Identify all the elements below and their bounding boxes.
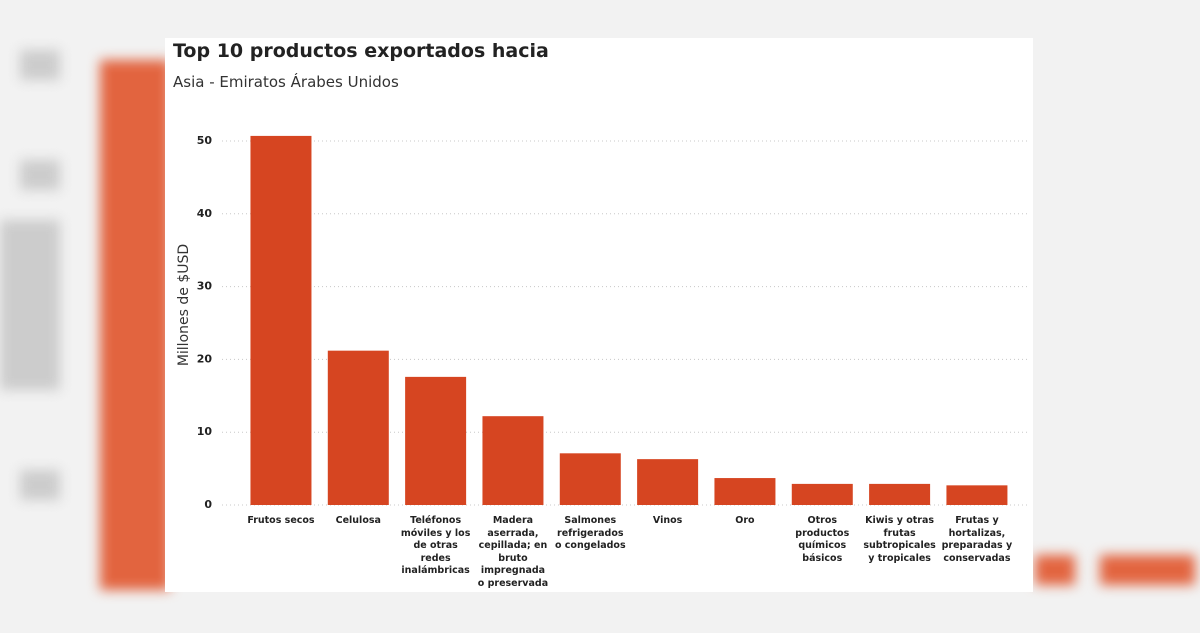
background-bar — [100, 60, 170, 590]
y-tick-label: 50 — [197, 134, 213, 147]
chart-subtitle: Asia - Emiratos Árabes Unidos — [173, 73, 399, 91]
x-tick-label: Frutas y hortalizas, preparadas y conser… — [941, 515, 1013, 564]
x-tick-label: Madera aserrada, cepillada; en bruto imp… — [477, 515, 549, 589]
bar — [327, 350, 389, 505]
y-tick-label: 40 — [197, 207, 213, 220]
background-bar — [1100, 555, 1195, 585]
y-axis-title: Millones de $USD — [176, 244, 192, 366]
chart-title: Top 10 productos exportados hacia — [173, 40, 549, 62]
y-tick-label: 10 — [197, 425, 213, 438]
background-text — [0, 220, 60, 390]
bar — [869, 483, 931, 505]
background-text — [20, 160, 60, 190]
background-text — [20, 470, 60, 500]
x-tick-label: Oro — [735, 515, 755, 526]
y-tick-label: 20 — [197, 352, 213, 365]
bar — [714, 478, 776, 505]
bar — [946, 485, 1008, 505]
background-text — [20, 50, 60, 80]
bar — [791, 483, 853, 505]
bar — [250, 135, 312, 506]
x-tick-label: Salmones refrigerados o congelados — [554, 515, 626, 551]
y-tick-label: 0 — [204, 498, 212, 511]
x-tick-label: Otros productos químicos básicos — [795, 515, 850, 564]
x-tick-label: Frutos secos — [247, 515, 315, 526]
background-bar — [1035, 555, 1075, 585]
y-tick-label: 30 — [197, 280, 213, 293]
x-tick-label: Kiwis y otras frutas subtropicales y tro… — [863, 515, 936, 564]
x-tick-label: Vinos — [652, 515, 683, 526]
bar — [482, 416, 544, 505]
bar — [637, 459, 699, 505]
x-tick-label: Teléfonos móviles y los de otras redes i… — [400, 515, 471, 576]
bar — [559, 453, 621, 505]
bar — [405, 376, 467, 505]
x-tick-label: Celulosa — [335, 515, 381, 526]
